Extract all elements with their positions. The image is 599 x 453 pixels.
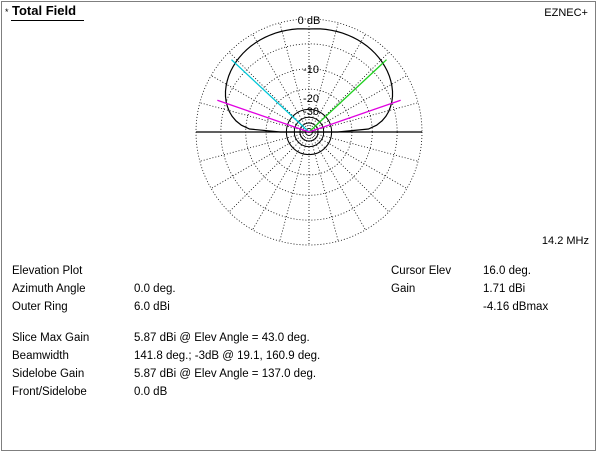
frequency-label: 14.2 MHz <box>541 235 589 247</box>
grid-spoke <box>308 22 339 133</box>
ring-labels: 0 dB -10 -20 -30 <box>298 15 321 118</box>
grid-spoke <box>199 131 310 162</box>
info-label-beamwidth: Beamwidth <box>12 350 69 362</box>
radiation-pattern <box>224 28 394 133</box>
info-value-gain: 1.71 dBi <box>483 283 526 295</box>
grid-spoke <box>308 131 366 231</box>
info-label-cursor-elev: Cursor Elev <box>391 265 452 277</box>
info-label-outer-ring: Outer Ring <box>12 301 68 313</box>
grid-spoke <box>308 131 390 213</box>
grid-spoke <box>308 75 408 133</box>
info-value-front-sidelobe: 0.0 dB <box>134 386 168 398</box>
grid-spoke <box>210 75 310 133</box>
grid-spoke <box>228 131 310 213</box>
info-value-slice-max-gain: 5.87 dBi @ Elev Angle = 43.0 deg. <box>134 332 310 344</box>
grid-spoke <box>252 33 310 133</box>
ring-label-10: -10 <box>303 64 319 76</box>
grid-spoke <box>308 33 366 133</box>
sidelobe-line <box>231 59 310 133</box>
brand-label: EZNEC+ <box>544 7 588 19</box>
grid-spoke <box>228 51 310 133</box>
max-gain-line <box>308 59 387 133</box>
info-value-cursor-elev: 16.0 deg. <box>483 265 531 277</box>
info-label-sidelobe-gain: Sidelobe Gain <box>12 368 85 380</box>
ring-label-0db: 0 dB <box>298 15 321 27</box>
pattern-lobe <box>224 28 394 133</box>
grid-spoke <box>210 131 310 189</box>
info-label-azimuth: Azimuth Angle <box>12 283 86 295</box>
beamwidth-line-right <box>308 99 401 133</box>
info-label-slice-max-gain: Slice Max Gain <box>12 332 90 344</box>
ring-label-20: -20 <box>303 93 319 105</box>
grid-spoke <box>252 131 310 231</box>
beamwidth-line-left <box>217 99 310 133</box>
elevation-pattern-plot[interactable]: 0 dB -10 -20 -30 <box>2 2 597 252</box>
grid-spoke <box>308 102 419 133</box>
grid-spoke <box>279 131 310 242</box>
grid-spoke <box>279 22 310 133</box>
grid-spoke <box>199 102 310 133</box>
info-label-gain: Gain <box>391 283 416 295</box>
grid-spoke <box>308 131 339 242</box>
plot-title: Total Field <box>12 3 77 18</box>
info-label-front-sidelobe: Front/Sidelobe <box>12 386 87 398</box>
info-value-azimuth: 0.0 deg. <box>134 283 176 295</box>
grid-spoke <box>308 131 408 189</box>
title-marker: * <box>5 7 9 17</box>
grid-spoke <box>308 51 390 133</box>
info-value-beamwidth: 141.8 deg.; -3dB @ 19.1, 160.9 deg. <box>134 350 321 362</box>
grid-spoke <box>308 131 419 162</box>
info-label-plot-type: Elevation Plot <box>12 265 83 277</box>
info-value-gain-dbmax: -4.16 dBmax <box>483 301 549 313</box>
cursor-lines <box>217 59 401 133</box>
ring-label-30: -30 <box>303 106 319 118</box>
info-value-outer-ring: 6.0 dBi <box>134 301 170 313</box>
info-value-sidelobe-gain: 5.87 dBi @ Elev Angle = 137.0 deg. <box>134 368 317 380</box>
title-underline <box>11 20 84 21</box>
